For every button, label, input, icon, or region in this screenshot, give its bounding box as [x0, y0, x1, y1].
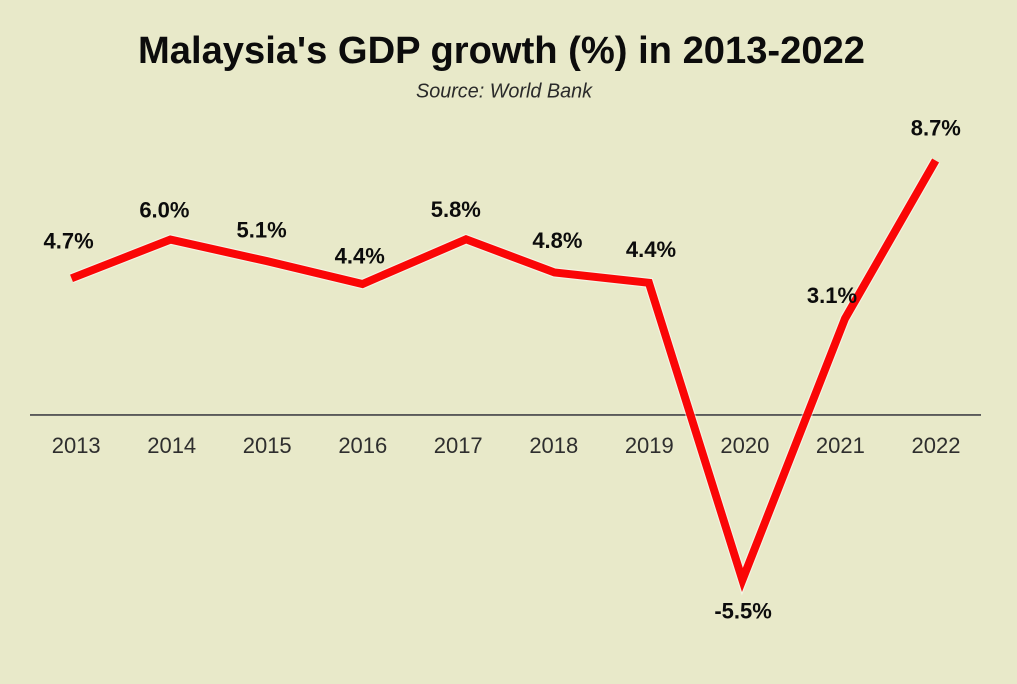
svg-text:2015: 2015: [243, 433, 292, 458]
svg-text:2022: 2022: [912, 433, 961, 458]
svg-text:-5.5%: -5.5%: [714, 599, 771, 624]
svg-text:5.8%: 5.8%: [431, 197, 481, 222]
svg-text:Source: World Bank: Source: World Bank: [416, 81, 593, 103]
svg-text:4.4%: 4.4%: [335, 243, 385, 268]
svg-text:2013: 2013: [52, 433, 101, 458]
svg-text:2017: 2017: [434, 433, 483, 458]
svg-text:6.0%: 6.0%: [139, 197, 189, 222]
svg-text:4.4%: 4.4%: [626, 237, 676, 262]
svg-text:2016: 2016: [338, 433, 387, 458]
svg-text:2014: 2014: [147, 433, 196, 458]
svg-text:2021: 2021: [816, 433, 865, 458]
svg-text:4.7%: 4.7%: [44, 229, 94, 254]
svg-text:Malaysia's GDP growth (%) in 2: Malaysia's GDP growth (%) in 2013-2022: [138, 30, 865, 72]
svg-text:5.1%: 5.1%: [237, 218, 287, 243]
svg-text:2019: 2019: [625, 433, 674, 458]
svg-text:2020: 2020: [720, 433, 769, 458]
svg-text:8.7%: 8.7%: [911, 115, 961, 140]
svg-text:3.1%: 3.1%: [807, 283, 857, 308]
svg-text:2018: 2018: [529, 433, 578, 458]
svg-text:4.8%: 4.8%: [532, 228, 582, 253]
